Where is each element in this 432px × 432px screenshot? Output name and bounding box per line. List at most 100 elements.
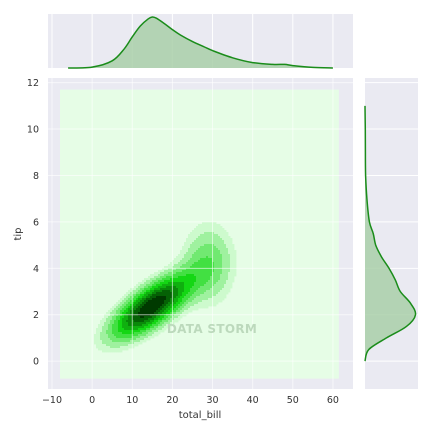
kde-cell xyxy=(190,292,193,295)
kde-cell xyxy=(210,276,213,279)
kde-cell xyxy=(202,302,205,305)
kde-cell xyxy=(158,280,161,283)
kde-cell xyxy=(114,316,117,319)
kde-cell xyxy=(122,344,125,347)
kde-cell xyxy=(218,268,221,271)
kde-cell xyxy=(178,264,181,267)
kde-cell xyxy=(220,294,223,297)
kde-cell xyxy=(184,244,187,247)
kde-cell xyxy=(140,332,143,335)
kde-cell xyxy=(166,284,169,287)
kde-cell xyxy=(204,230,207,233)
kde-cell xyxy=(212,268,215,271)
kde-cell xyxy=(144,288,147,291)
kde-cell xyxy=(118,326,121,329)
kde-cell xyxy=(208,302,211,305)
kde-cell xyxy=(150,322,153,325)
kde-cell xyxy=(180,262,183,265)
kde-cell xyxy=(188,258,191,261)
kde-cell xyxy=(170,266,173,269)
kde-cell xyxy=(218,234,221,237)
kde-cell xyxy=(210,248,213,251)
kde-cell xyxy=(216,230,219,233)
kde-cell xyxy=(118,328,121,331)
kde-cell xyxy=(206,280,209,283)
kde-cell xyxy=(166,304,169,307)
kde-cell xyxy=(134,330,137,333)
kde-cell xyxy=(192,262,195,265)
kde-cell xyxy=(222,242,225,245)
kde-cell xyxy=(118,310,121,313)
kde-cell xyxy=(178,310,181,313)
kde-cell xyxy=(120,318,123,321)
kde-cell xyxy=(154,312,157,315)
kde-cell xyxy=(150,318,153,321)
kde-cell xyxy=(212,246,215,249)
kde-cell xyxy=(186,312,189,315)
kde-cell xyxy=(168,290,171,293)
kde-cell xyxy=(190,268,193,271)
kde-cell xyxy=(192,298,195,301)
kde-cell xyxy=(110,324,113,327)
kde-cell xyxy=(150,306,153,309)
kde-cell xyxy=(116,320,119,323)
kde-cell xyxy=(198,238,201,241)
kde-cell xyxy=(194,232,197,235)
kde-cell xyxy=(100,348,103,351)
kde-cell xyxy=(98,336,101,339)
kde-cell xyxy=(192,304,195,307)
kde-cell xyxy=(226,276,229,279)
kde-cell xyxy=(192,234,195,237)
kde-cell xyxy=(134,300,137,303)
kde-cell xyxy=(172,260,175,263)
kde-cell xyxy=(128,318,131,321)
kde-cell xyxy=(208,262,211,265)
kde-cell xyxy=(164,278,167,281)
kde-cell xyxy=(230,260,233,263)
kde-cell xyxy=(220,296,223,299)
kde-cell xyxy=(126,348,129,351)
kde-cell xyxy=(196,274,199,277)
kde-cell xyxy=(122,326,125,329)
kde-cell xyxy=(198,234,201,237)
kde-cell xyxy=(192,280,195,283)
kde-cell xyxy=(106,324,109,327)
kde-cell xyxy=(132,296,135,299)
kde-cell xyxy=(124,310,127,313)
kde-cell xyxy=(222,288,225,291)
kde-cell xyxy=(196,292,199,295)
kde-cell xyxy=(138,332,141,335)
kde-cell xyxy=(178,292,181,295)
kde-cell xyxy=(154,274,157,277)
kde-cell xyxy=(214,292,217,295)
kde-cell xyxy=(232,254,235,257)
kde-cell xyxy=(192,246,195,249)
kde-cell xyxy=(144,292,147,295)
kde-cell xyxy=(116,348,119,351)
kde-cell xyxy=(146,338,149,341)
kde-cell xyxy=(186,262,189,265)
kde-cell xyxy=(208,280,211,283)
kde-cell xyxy=(172,286,175,289)
kde-cell xyxy=(218,272,221,275)
kde-cell xyxy=(154,332,157,335)
kde-cell xyxy=(216,226,219,229)
kde-cell xyxy=(154,282,157,285)
marginal-y-line xyxy=(364,105,417,362)
y-tick-label: 10 xyxy=(27,125,39,136)
kde-cell xyxy=(192,288,195,291)
kde-cell xyxy=(196,282,199,285)
kde-cell xyxy=(174,270,177,273)
kde-cell xyxy=(96,338,99,341)
kde-cell xyxy=(188,236,191,239)
kde-cell xyxy=(172,288,175,291)
kde-cell xyxy=(168,322,171,325)
kde-cell xyxy=(96,328,99,331)
kde-cell xyxy=(166,286,169,289)
kde-cell xyxy=(106,328,109,331)
kde-cell xyxy=(100,346,103,349)
kde-cell xyxy=(192,242,195,245)
kde-cell xyxy=(198,248,201,251)
kde-cell xyxy=(128,336,131,339)
kde-cell xyxy=(154,308,157,311)
